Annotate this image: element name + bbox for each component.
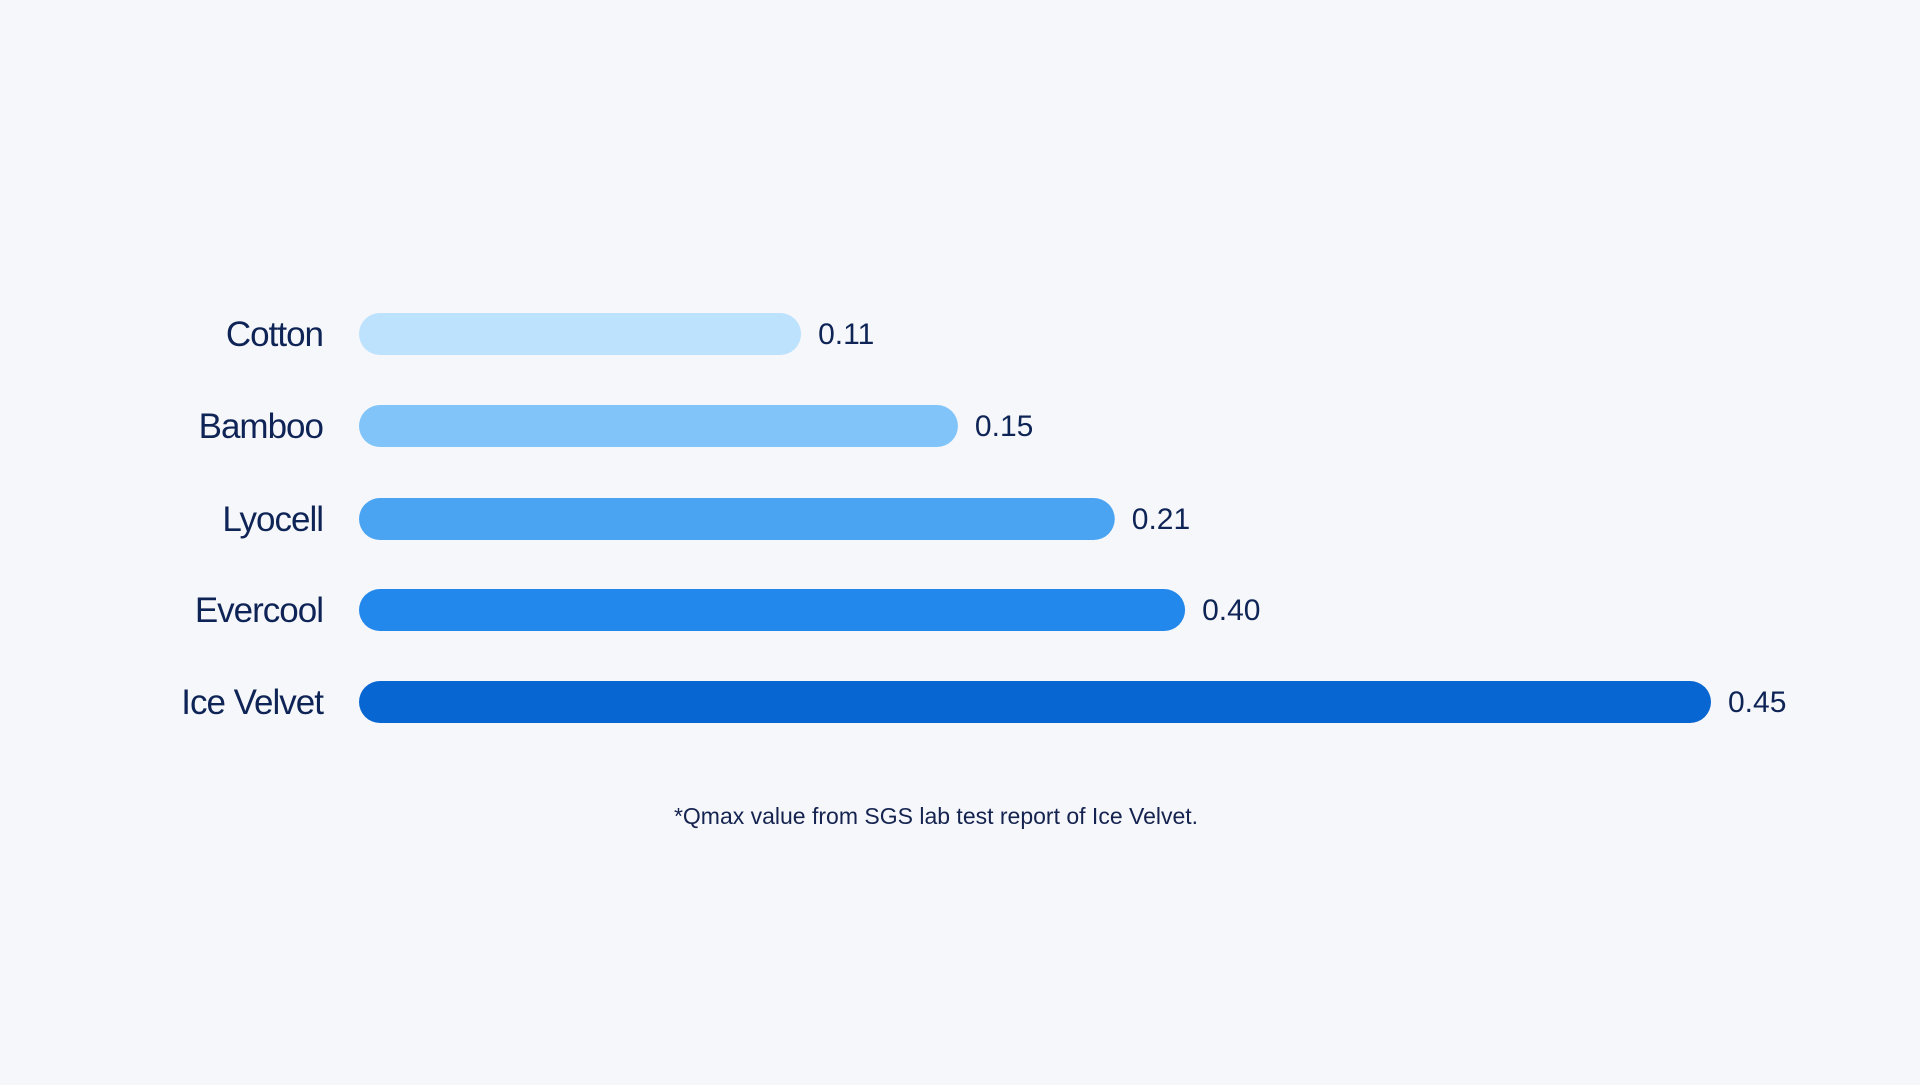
bar-lyocell (359, 498, 1115, 540)
category-label: Bamboo (199, 407, 323, 446)
category-label: Lyocell (222, 500, 323, 539)
footnote: *Qmax value from SGS lab test report of … (673, 803, 1199, 829)
category-label: Ice Velvet (181, 683, 324, 722)
value-label: 0.15 (975, 410, 1033, 443)
category-label: Cotton (226, 315, 323, 354)
bar-cotton (359, 313, 802, 355)
bar-bamboo (359, 405, 958, 447)
bar-ice-velvet (359, 681, 1711, 723)
value-label: 0.11 (818, 318, 874, 351)
value-label: 0.40 (1202, 594, 1260, 627)
bar-evercool (359, 589, 1186, 631)
category-label: Evercool (195, 591, 323, 630)
value-label: 0.45 (1728, 686, 1786, 719)
value-label: 0.21 (1132, 503, 1190, 536)
